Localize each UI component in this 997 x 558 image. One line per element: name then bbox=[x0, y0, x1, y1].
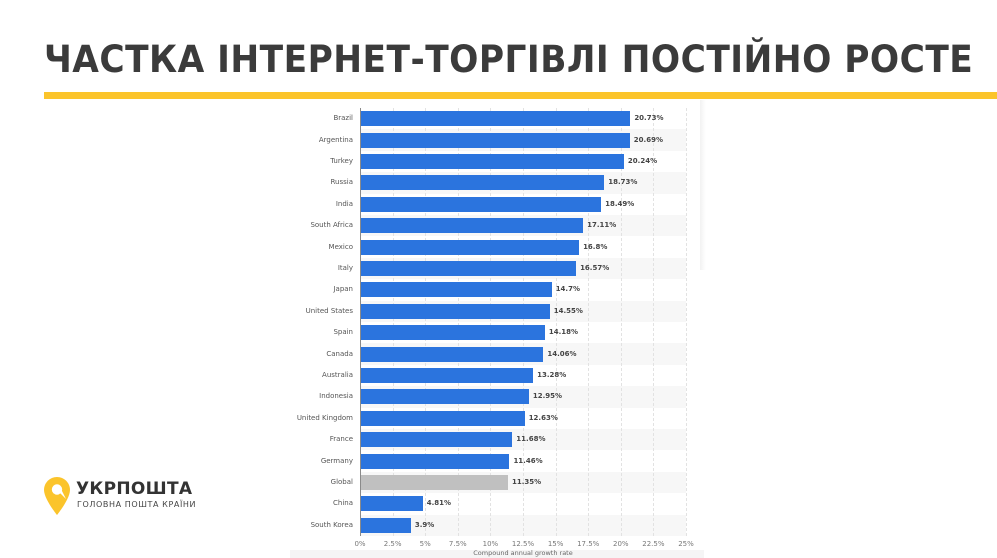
bar-australia[interactable] bbox=[360, 368, 534, 383]
gridline bbox=[686, 108, 687, 536]
gridline bbox=[425, 108, 427, 536]
bar-value-label: 11.46% bbox=[513, 456, 543, 465]
bar-chart-plot-area: 20.73% 20.69% 20.24% 18.73% 18.49% 17.11% 16.8… bbox=[360, 108, 687, 536]
bar-canada[interactable] bbox=[360, 346, 544, 362]
x-tick-label: 22.5% bbox=[642, 540, 665, 548]
bar-value-label: 16.8% bbox=[583, 242, 608, 251]
gridline bbox=[392, 108, 394, 536]
x-tick-label: 10% bbox=[482, 540, 499, 548]
category-label: India bbox=[335, 199, 353, 208]
x-tick-label: 12.5% bbox=[511, 540, 535, 548]
x-tick-label: 25% bbox=[678, 540, 694, 548]
chart-panel-edge bbox=[700, 100, 706, 270]
bar-russia[interactable] bbox=[360, 175, 605, 191]
x-tick-label: 2.5% bbox=[383, 540, 402, 548]
bar-value-label: 13.28% bbox=[537, 371, 567, 379]
bar-value-label: 12.63% bbox=[528, 413, 558, 422]
slide-title: ЧАСТКА ІНТЕРНЕТ-ТОРГІВЛІ ПОСТІЙНО РОСТЕ bbox=[44, 38, 974, 81]
bar-value-label: 12.95% bbox=[532, 392, 563, 401]
gridline bbox=[490, 108, 492, 536]
category-label: France bbox=[329, 435, 353, 444]
x-tick-label: 15% bbox=[547, 540, 564, 548]
bar-indonesia[interactable] bbox=[360, 389, 529, 405]
bar-value-label: 14.55% bbox=[553, 306, 583, 315]
bar-value-label: 17.11% bbox=[587, 221, 617, 230]
category-label: Indonesia bbox=[319, 392, 353, 401]
bar-germany[interactable] bbox=[360, 453, 510, 469]
logo-tagline: ГОЛОВНА ПОШТА КРАЇНИ bbox=[77, 500, 197, 509]
bar-brazil[interactable] bbox=[360, 111, 631, 127]
category-label: United States bbox=[305, 306, 353, 315]
bar-value-label: 11.35% bbox=[512, 478, 542, 486]
bar-value-label: 18.49% bbox=[605, 199, 635, 208]
title-underline bbox=[44, 92, 997, 99]
gridline bbox=[555, 108, 557, 536]
category-label: Brazil bbox=[333, 114, 353, 123]
bar-value-label: 20.24% bbox=[627, 157, 658, 165]
gridline bbox=[588, 108, 590, 536]
category-label: Spain bbox=[333, 328, 353, 337]
bar-value-label: 16.57% bbox=[580, 264, 610, 272]
category-label: Argentina bbox=[318, 135, 353, 144]
x-tick-label: 5% bbox=[419, 540, 431, 548]
x-tick-label: 20% bbox=[613, 540, 629, 548]
bar-value-label: 14.7% bbox=[555, 285, 580, 294]
bar-value-label: 14.06% bbox=[547, 349, 577, 358]
gridline bbox=[620, 108, 622, 536]
category-label: China bbox=[333, 499, 353, 508]
x-tick-label: 7.5% bbox=[448, 540, 467, 548]
category-label: Italy bbox=[337, 264, 353, 272]
bar-united-states[interactable] bbox=[360, 303, 550, 319]
y-axis-line bbox=[360, 108, 361, 536]
x-tick-label: 17.5% bbox=[577, 540, 600, 548]
bar-china[interactable] bbox=[360, 496, 423, 512]
x-axis-title: Compound annual growth rate bbox=[473, 549, 573, 557]
bar-value-label: 3.9% bbox=[414, 520, 435, 529]
category-label: Australia bbox=[322, 371, 353, 379]
bar-south-korea[interactable] bbox=[360, 517, 411, 533]
bar-global[interactable] bbox=[360, 475, 508, 490]
x-tick-label: 0% bbox=[354, 540, 366, 548]
gridline bbox=[653, 108, 655, 536]
bar-united-kingdom[interactable] bbox=[360, 410, 525, 426]
bar-value-label: 4.81% bbox=[426, 499, 452, 508]
bar-value-label: 11.68% bbox=[516, 435, 546, 444]
bar-mexico[interactable] bbox=[360, 239, 580, 255]
bar-south-africa[interactable] bbox=[360, 218, 584, 234]
category-label: Russia bbox=[330, 178, 353, 187]
logo-name: УКРПОШТА bbox=[76, 479, 193, 499]
bar-france[interactable] bbox=[360, 432, 513, 448]
category-label: South Korea bbox=[310, 520, 353, 529]
category-label: United Kingdom bbox=[296, 413, 353, 422]
ukrposhta-logo: УКРПОШТА ГОЛОВНА ПОШТА КРАЇНИ bbox=[44, 477, 244, 517]
bar-value-label: 14.18% bbox=[548, 328, 579, 337]
gridline bbox=[457, 108, 459, 536]
category-label: Canada bbox=[326, 349, 353, 358]
bar-india[interactable] bbox=[360, 196, 602, 212]
bar-value-label: 18.73% bbox=[608, 178, 638, 187]
bar-value-label: 20.69% bbox=[633, 135, 663, 144]
bar-argentina[interactable] bbox=[360, 132, 630, 148]
location-pin-icon bbox=[44, 477, 70, 515]
category-label: Turkey bbox=[330, 157, 353, 165]
chart-footer bbox=[290, 550, 704, 558]
bar-italy[interactable] bbox=[360, 261, 577, 276]
bar-turkey[interactable] bbox=[360, 154, 624, 169]
category-label: Global bbox=[330, 478, 353, 486]
category-label: Mexico bbox=[328, 242, 353, 251]
bar-japan[interactable] bbox=[360, 282, 552, 298]
category-label: South Africa bbox=[310, 221, 353, 230]
gridline bbox=[523, 108, 524, 536]
bar-value-label: 20.73% bbox=[634, 114, 664, 123]
category-label: Japan bbox=[333, 285, 353, 294]
bar-spain[interactable] bbox=[360, 325, 545, 341]
category-label: Germany bbox=[320, 456, 353, 465]
